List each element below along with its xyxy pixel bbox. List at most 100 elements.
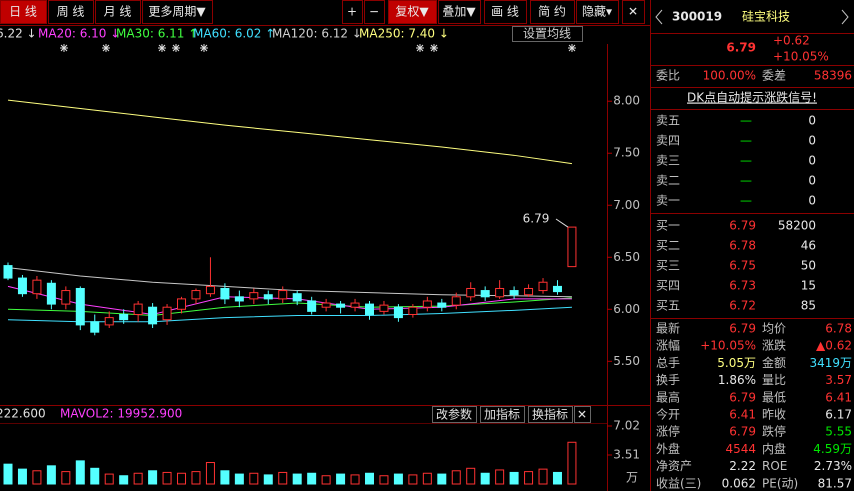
stat-label: 内盘: [762, 441, 786, 456]
ma-label: MA20: 6.10 ↓: [38, 27, 120, 41]
toolbar-button-label[interactable]: 月 线: [104, 5, 132, 19]
toolbar-button[interactable]: [530, 0, 575, 24]
volume-bar: [278, 471, 288, 485]
stock-code: 300019: [672, 10, 722, 24]
indicator-button[interactable]: [480, 406, 525, 423]
toolbar-button-label[interactable]: 简 约: [538, 4, 566, 19]
toolbar-button[interactable]: [622, 0, 645, 24]
order-price: 6.78: [729, 239, 756, 253]
y-tick-label: 8.00: [613, 94, 640, 108]
toolbar-button-label[interactable]: 隐藏▾: [582, 5, 612, 19]
stat-value: 4544: [725, 442, 756, 456]
toolbar-button[interactable]: [342, 0, 363, 24]
volume-bar: [451, 470, 461, 485]
toolbar-button[interactable]: [484, 0, 527, 24]
candle-body: [379, 304, 389, 312]
candle-body: [552, 285, 562, 293]
stat-label: 昨收: [762, 408, 786, 422]
candle-body: [46, 282, 56, 305]
candle-body: [220, 287, 230, 300]
candle-body: [75, 287, 85, 326]
toolbar-button-label[interactable]: −: [369, 5, 379, 19]
indicator-button-label[interactable]: 加指标: [484, 407, 520, 422]
candle-body: [191, 290, 201, 300]
toolbar-button-label[interactable]: +: [347, 5, 357, 19]
candle-body: [133, 303, 143, 315]
indicator-button-label[interactable]: 换指标: [532, 407, 568, 422]
toolbar-button[interactable]: [364, 0, 385, 24]
indicator-button[interactable]: [528, 406, 573, 423]
order-price: —: [740, 174, 752, 188]
volume-bar: [249, 472, 259, 485]
candle-body: [234, 296, 244, 302]
volume-bar: [90, 467, 100, 485]
toolbar-button-label[interactable]: 叠加▼: [442, 5, 476, 19]
candle-body: [393, 306, 403, 319]
ma-settings-label[interactable]: 设置均线: [523, 27, 571, 41]
toolbar-button[interactable]: [438, 0, 481, 24]
volume-bar: [538, 468, 548, 485]
stat-value: 6.79: [729, 425, 756, 439]
toolbar-button[interactable]: [95, 0, 141, 24]
order-volume: 58200: [778, 219, 816, 233]
candle-body: [538, 281, 548, 292]
indicator-button[interactable]: [574, 406, 591, 423]
toolbar-button-label[interactable]: ✕: [628, 5, 638, 19]
volume-bar: [437, 473, 447, 485]
candle-body: [422, 300, 432, 308]
toolbar-button[interactable]: [576, 0, 619, 24]
candle-body: [32, 279, 42, 295]
stat-value: 6.41: [825, 390, 852, 404]
volume-bar: [46, 465, 56, 485]
toolbar-button-label[interactable]: 日 线: [9, 5, 37, 19]
toolbar-button-label[interactable]: 更多周期▼: [148, 5, 206, 19]
order-label: 买五: [656, 299, 680, 313]
stat-label: 跌停: [762, 424, 786, 439]
toolbar-button[interactable]: [0, 0, 47, 24]
volume-bar: [422, 472, 432, 485]
last-price-pointer: [555, 218, 569, 228]
toolbar-button-label[interactable]: 周 线: [57, 5, 85, 19]
volume-bar: [220, 470, 230, 485]
stat-label: 收益(三): [656, 476, 701, 490]
volume-bar: [148, 470, 158, 485]
toolbar-button[interactable]: [388, 0, 437, 24]
order-price: —: [740, 134, 752, 148]
volume-bar: [524, 471, 534, 485]
ma-label: MA250: 7.40 ↓: [359, 27, 449, 41]
toolbar-button-label[interactable]: 复权▼: [395, 5, 429, 19]
stat-value: ▲0.62: [816, 339, 852, 353]
stat-value: 5.05万: [717, 356, 756, 370]
caret[interactable]: [841, 9, 849, 25]
ma-label: MA30: 6.11 ↑: [116, 27, 198, 41]
stat-label: 最低: [762, 390, 786, 404]
stat-label: 净资产: [656, 459, 692, 473]
candle-body: [263, 294, 273, 300]
order-price: 6.72: [729, 299, 756, 313]
volume-bar: [177, 472, 187, 485]
candle-body: [177, 298, 187, 310]
indicator-button-label[interactable]: ✕: [577, 408, 587, 422]
y-tick-label: 7.00: [613, 198, 640, 212]
dk-signal[interactable]: DK点自动提示涨跌信号!: [687, 90, 817, 105]
ma-settings-button[interactable]: [512, 26, 583, 42]
toolbar-button[interactable]: [142, 0, 213, 24]
stat-value: 3.57: [825, 373, 852, 387]
stat-value: 2.22: [729, 459, 756, 473]
candle-body: [61, 290, 71, 305]
indicator-button[interactable]: [432, 406, 477, 423]
indicator-button-label[interactable]: 改参数: [436, 407, 472, 422]
candle-body: [336, 303, 346, 308]
toolbar-button[interactable]: [48, 0, 94, 24]
ma-label: 6.22 ↓: [0, 27, 37, 41]
order-volume: 0: [808, 174, 816, 188]
stat-label: 涨停: [656, 424, 680, 439]
stat-label: 最新: [656, 321, 680, 336]
signal-stars: [60, 44, 576, 52]
caret[interactable]: [655, 9, 663, 25]
toolbar-button-label[interactable]: 画 线: [491, 5, 519, 19]
ma-label: MA120: 6.12 ↓: [272, 27, 362, 41]
stat-value: 6.78: [825, 322, 852, 336]
volume-bar: [234, 473, 244, 485]
